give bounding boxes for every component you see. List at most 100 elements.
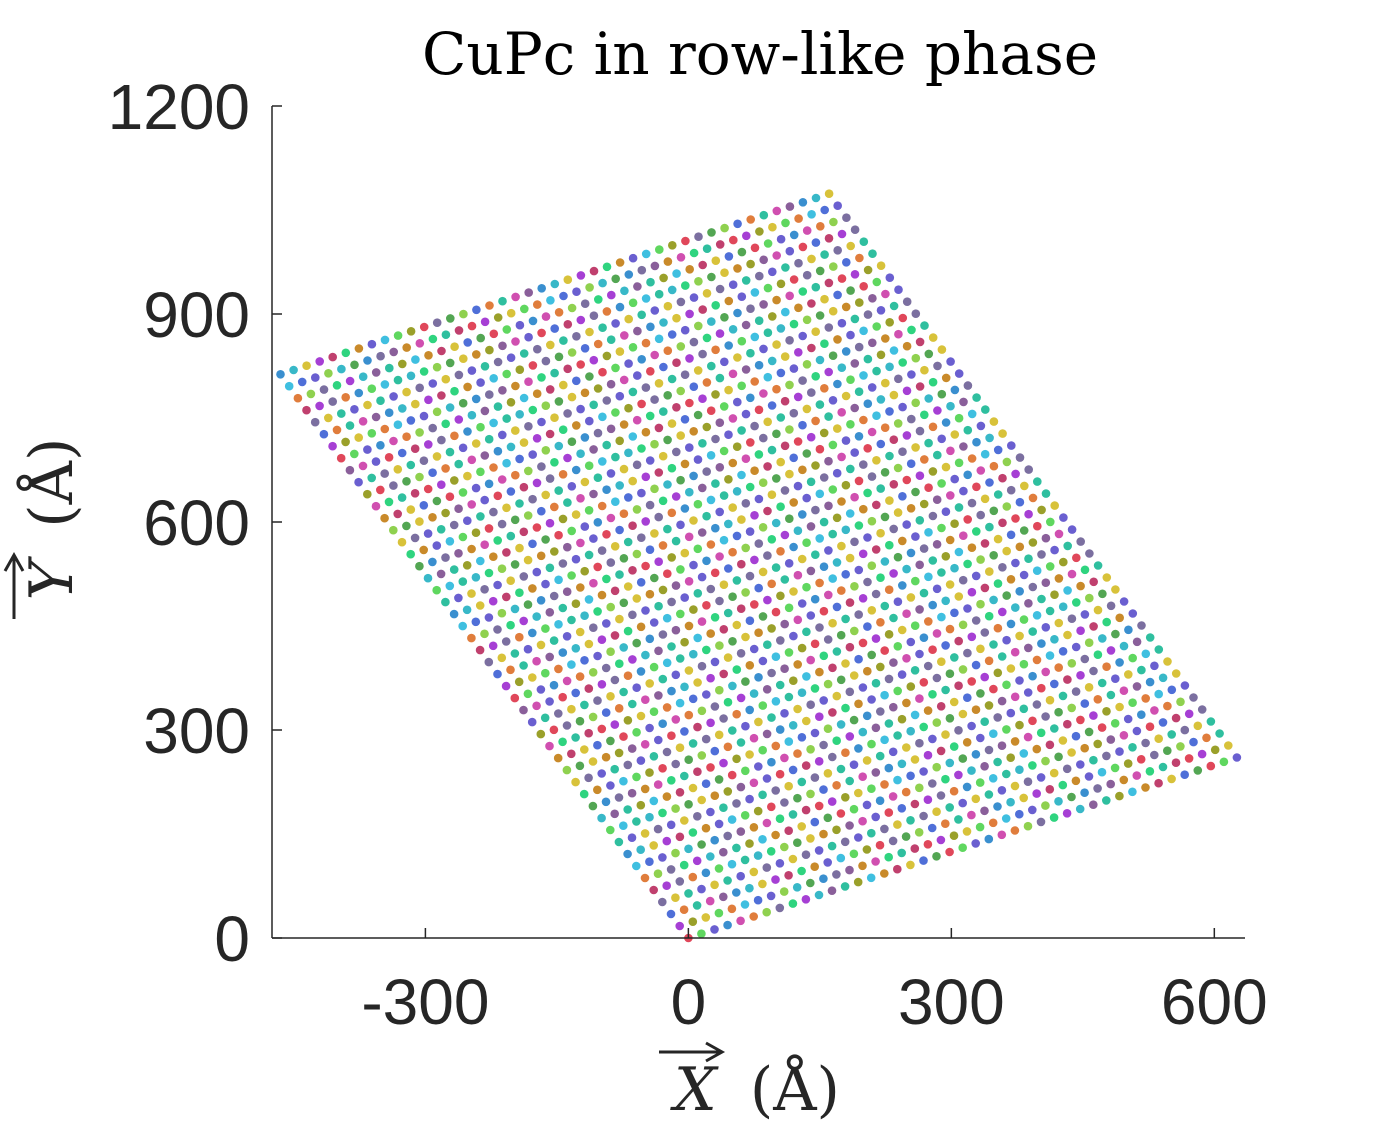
scatter-point	[1024, 465, 1033, 474]
scatter-point	[389, 392, 398, 401]
y-tick-label: 0	[214, 903, 250, 975]
scatter-point	[498, 430, 507, 440]
scatter-point	[545, 697, 554, 706]
scatter-point	[802, 538, 811, 547]
scatter-point	[989, 640, 998, 649]
scatter-point	[859, 326, 868, 336]
scatter-point	[611, 497, 620, 507]
scatter-point	[658, 496, 668, 506]
scatter-point	[363, 400, 372, 410]
scatter-point	[445, 403, 455, 412]
scatter-point	[863, 666, 872, 676]
scatter-point	[1006, 485, 1016, 495]
scatter-point	[768, 267, 777, 277]
scatter-point	[1098, 589, 1107, 599]
scatter-point	[841, 703, 850, 713]
scatter-point	[671, 848, 680, 858]
scatter-point	[549, 680, 559, 690]
scatter-point	[967, 454, 977, 463]
scatter-point	[697, 795, 706, 805]
scatter-point	[837, 318, 847, 328]
scatter-point	[694, 321, 703, 331]
scatter-point	[1176, 697, 1185, 707]
scatter-point	[732, 709, 741, 719]
scatter-point	[633, 371, 642, 380]
scatter-point	[750, 600, 759, 609]
scatter-point	[676, 386, 685, 396]
scatter-point	[902, 475, 912, 485]
scatter-point	[723, 920, 732, 930]
scatter-point	[676, 609, 685, 619]
scatter-point	[506, 531, 516, 541]
scatter-point	[575, 761, 585, 771]
scatter-point	[893, 775, 902, 785]
scatter-point	[1106, 779, 1115, 789]
scatter-point	[467, 321, 477, 331]
scatter-point	[732, 620, 742, 630]
scatter-point	[815, 623, 824, 632]
scatter-point	[872, 411, 881, 421]
scatter-point	[580, 656, 589, 665]
scatter-point	[724, 341, 733, 350]
scatter-point	[572, 376, 581, 386]
scatter-point	[819, 606, 829, 616]
scatter-point	[963, 515, 972, 524]
scatter-point	[511, 337, 520, 346]
scatter-point	[554, 575, 563, 585]
scatter-point	[471, 617, 481, 627]
scatter-point	[763, 595, 772, 605]
scatter-point	[707, 317, 716, 326]
scatter-point	[897, 714, 907, 724]
scatter-point	[759, 300, 768, 309]
scatter-point	[493, 536, 503, 545]
scatter-point	[815, 444, 825, 454]
scatter-point	[1032, 655, 1042, 665]
scatter-point	[693, 499, 703, 509]
scatter-point	[567, 704, 576, 714]
scatter-point	[797, 777, 807, 787]
scatter-point	[601, 708, 611, 717]
scatter-point	[449, 609, 459, 619]
scatter-point	[1089, 755, 1098, 765]
scatter-point	[1041, 667, 1050, 677]
scatter-point	[754, 405, 764, 415]
scatter-point	[380, 513, 389, 523]
scatter-point	[502, 369, 512, 379]
scatter-point	[476, 467, 485, 477]
scatter-point	[750, 421, 759, 431]
scatter-point	[946, 446, 955, 456]
scatter-point	[667, 330, 677, 339]
scatter-point	[658, 897, 667, 907]
scatter-point	[624, 403, 633, 413]
scatter-point	[641, 561, 650, 571]
scatter-point	[1184, 754, 1194, 763]
scatter-point	[1115, 658, 1124, 667]
scatter-point	[924, 528, 933, 537]
scatter-point	[550, 279, 560, 289]
scatter-point	[389, 525, 398, 535]
scatter-point	[563, 453, 572, 463]
scatter-point	[845, 553, 855, 563]
scatter-point	[845, 776, 854, 786]
scatter-point	[550, 368, 559, 378]
scatter-point	[476, 556, 485, 566]
scatter-point	[441, 330, 451, 340]
scatter-point	[706, 540, 716, 549]
scatter-point	[972, 482, 981, 492]
scatter-point	[706, 673, 715, 683]
scatter-point	[559, 380, 568, 390]
scatter-point	[584, 639, 594, 649]
scatter-point	[815, 355, 825, 365]
scatter-point	[784, 648, 794, 657]
scatter-point	[654, 512, 663, 522]
scatter-point	[585, 416, 594, 426]
scatter-point	[872, 456, 881, 465]
scatter-point	[489, 463, 498, 472]
scatter-point	[976, 689, 985, 698]
scatter-point	[1102, 617, 1111, 627]
scatter-point	[897, 804, 907, 813]
scatter-point	[959, 486, 968, 496]
scatter-point	[819, 562, 829, 571]
scatter-point	[837, 541, 846, 551]
scatter-point	[1098, 634, 1107, 643]
